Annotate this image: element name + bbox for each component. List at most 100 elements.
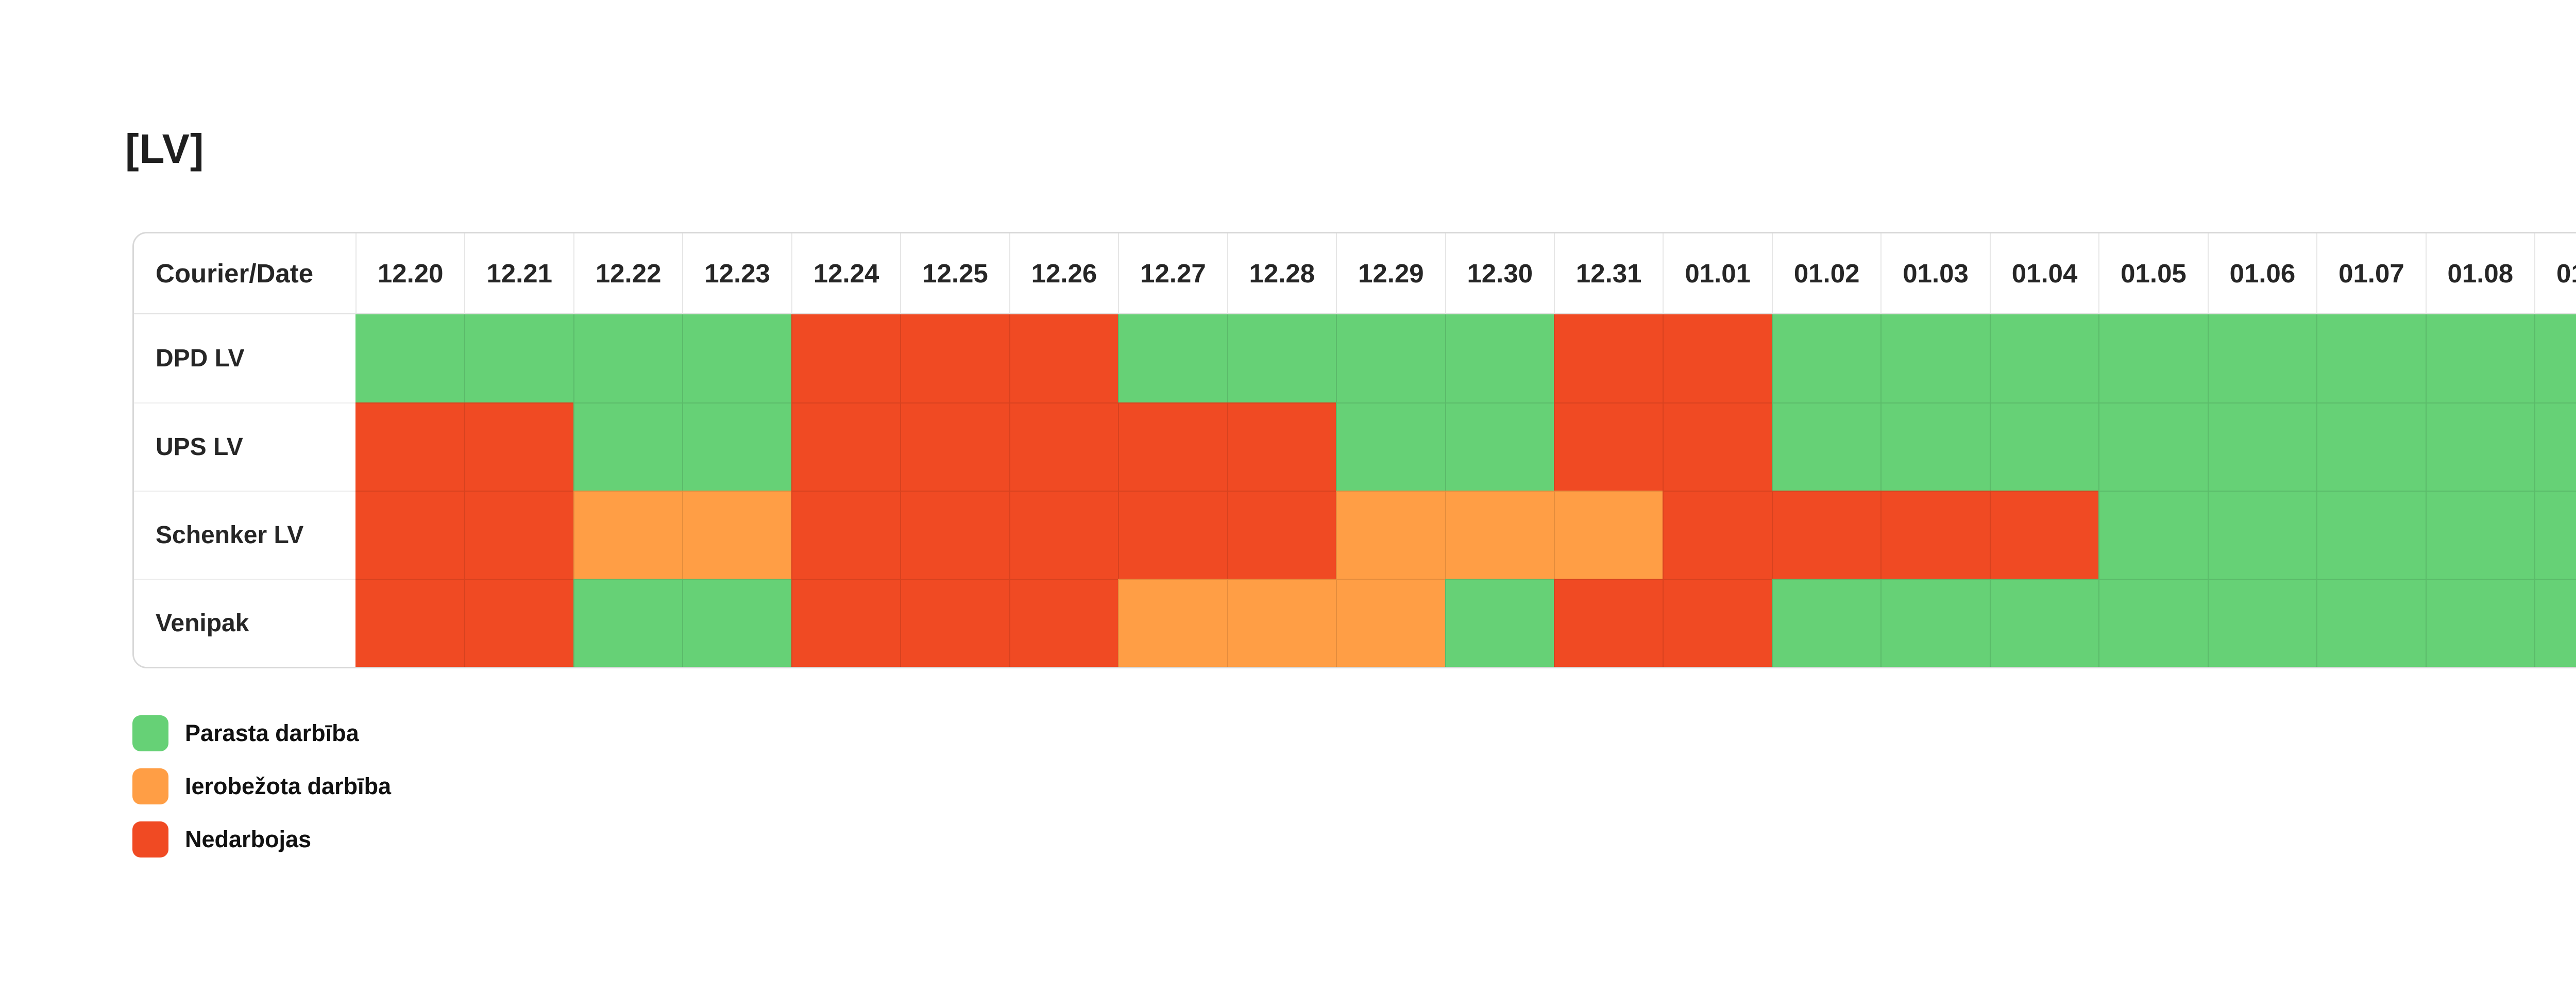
status-cell: [2425, 402, 2535, 491]
status-cell: [2425, 491, 2535, 579]
status-cell: [1663, 314, 1772, 402]
date-header-cell: 01.06: [2207, 233, 2317, 314]
status-cell: [573, 314, 683, 402]
status-cell: [1227, 402, 1336, 491]
status-cell: [2534, 314, 2576, 402]
status-cell: [682, 314, 791, 402]
legend-swatch-limited: [132, 768, 168, 804]
status-cell: [1336, 491, 1445, 579]
date-header-cell: 01.07: [2316, 233, 2426, 314]
status-cell: [1009, 402, 1118, 491]
status-cell: [1663, 491, 1772, 579]
status-cell: [1989, 491, 2099, 579]
status-cell: [2098, 579, 2208, 667]
status-cell: [2316, 579, 2426, 667]
status-cell: [1445, 491, 1554, 579]
status-cell: [1118, 314, 1227, 402]
status-cell: [682, 579, 791, 667]
status-cell: [2098, 402, 2208, 491]
date-header-cell: 01.09: [2534, 233, 2576, 314]
status-cell: [1989, 402, 2099, 491]
legend-swatch-normal: [132, 715, 168, 751]
status-cell: [682, 491, 791, 579]
status-cell: [1880, 314, 1990, 402]
status-cell: [1771, 402, 1881, 491]
status-cell: [1663, 402, 1772, 491]
date-header-cell: 12.29: [1336, 233, 1445, 314]
status-cell: [2316, 491, 2426, 579]
status-cell: [2534, 402, 2576, 491]
date-header-cell: 12.21: [464, 233, 573, 314]
status-cell: [1771, 579, 1881, 667]
date-header-cell: 12.22: [573, 233, 683, 314]
date-header-cell: 12.24: [791, 233, 901, 314]
legend-item: Parasta darbība: [132, 715, 391, 751]
date-header-cell: 12.20: [355, 233, 465, 314]
status-cell: [791, 402, 901, 491]
status-cell: [1336, 579, 1445, 667]
status-cell: [1880, 579, 1990, 667]
status-cell: [791, 579, 901, 667]
date-header-cell: 01.08: [2425, 233, 2535, 314]
date-header-cell: 12.30: [1445, 233, 1554, 314]
status-cell: [1336, 402, 1445, 491]
status-cell: [1118, 491, 1227, 579]
status-cell: [355, 491, 465, 579]
status-cell: [2316, 314, 2426, 402]
date-header-cell: 01.01: [1663, 233, 1772, 314]
date-header-cell: 12.28: [1227, 233, 1336, 314]
status-cell: [355, 314, 465, 402]
status-cell: [1771, 314, 1881, 402]
corner-header-cell: Courier/Date: [134, 233, 355, 314]
status-cell: [1989, 579, 2099, 667]
date-header-cell: 12.25: [900, 233, 1009, 314]
status-cell: [1009, 491, 1118, 579]
status-cell: [1227, 314, 1336, 402]
status-cell: [900, 402, 1009, 491]
status-cell: [1880, 402, 1990, 491]
courier-label-cell: UPS LV: [134, 402, 355, 491]
courier-label-cell: DPD LV: [134, 314, 355, 402]
status-cell: [573, 402, 683, 491]
date-header-cell: 12.23: [682, 233, 791, 314]
legend-label: Ierobežota darbība: [185, 773, 392, 799]
status-cell: [2207, 314, 2317, 402]
status-cell: [464, 402, 573, 491]
legend-item: Ierobežota darbība: [132, 768, 391, 804]
status-cell: [900, 314, 1009, 402]
date-header-cell: 01.03: [1880, 233, 1990, 314]
status-cell: [2207, 579, 2317, 667]
status-cell: [1553, 402, 1663, 491]
date-header-cell: 01.05: [2098, 233, 2208, 314]
status-cell: [682, 402, 791, 491]
status-cell: [1989, 314, 2099, 402]
courier-status-table: Courier/Date 12.20 12.21 12.22 12.23 12.24 12.…: [132, 232, 2576, 668]
date-header-cell: 12.26: [1009, 233, 1118, 314]
status-cell: [1880, 491, 1990, 579]
page-title: [LV]: [125, 126, 205, 172]
status-cell: [2207, 491, 2317, 579]
status-cell: [2098, 491, 2208, 579]
status-cell: [1445, 402, 1554, 491]
date-header-cell: 01.02: [1771, 233, 1881, 314]
status-cell: [1553, 314, 1663, 402]
status-cell: [1336, 314, 1445, 402]
status-cell: [2534, 491, 2576, 579]
courier-label-cell: Schenker LV: [134, 491, 355, 579]
status-cell: [1445, 579, 1554, 667]
status-cell: [464, 314, 573, 402]
status-cell: [1118, 402, 1227, 491]
status-cell: [1663, 579, 1772, 667]
status-cell: [2425, 314, 2535, 402]
legend-swatch-down: [132, 821, 168, 858]
status-cell: [2425, 579, 2535, 667]
status-cell: [2098, 314, 2208, 402]
status-cell: [464, 579, 573, 667]
status-cell: [1771, 491, 1881, 579]
status-cell: [355, 402, 465, 491]
courier-label-cell: Venipak: [134, 579, 355, 667]
status-cell: [1553, 579, 1663, 667]
legend-label: Parasta darbība: [185, 720, 359, 746]
legend-item: Nedarbojas: [132, 821, 391, 858]
